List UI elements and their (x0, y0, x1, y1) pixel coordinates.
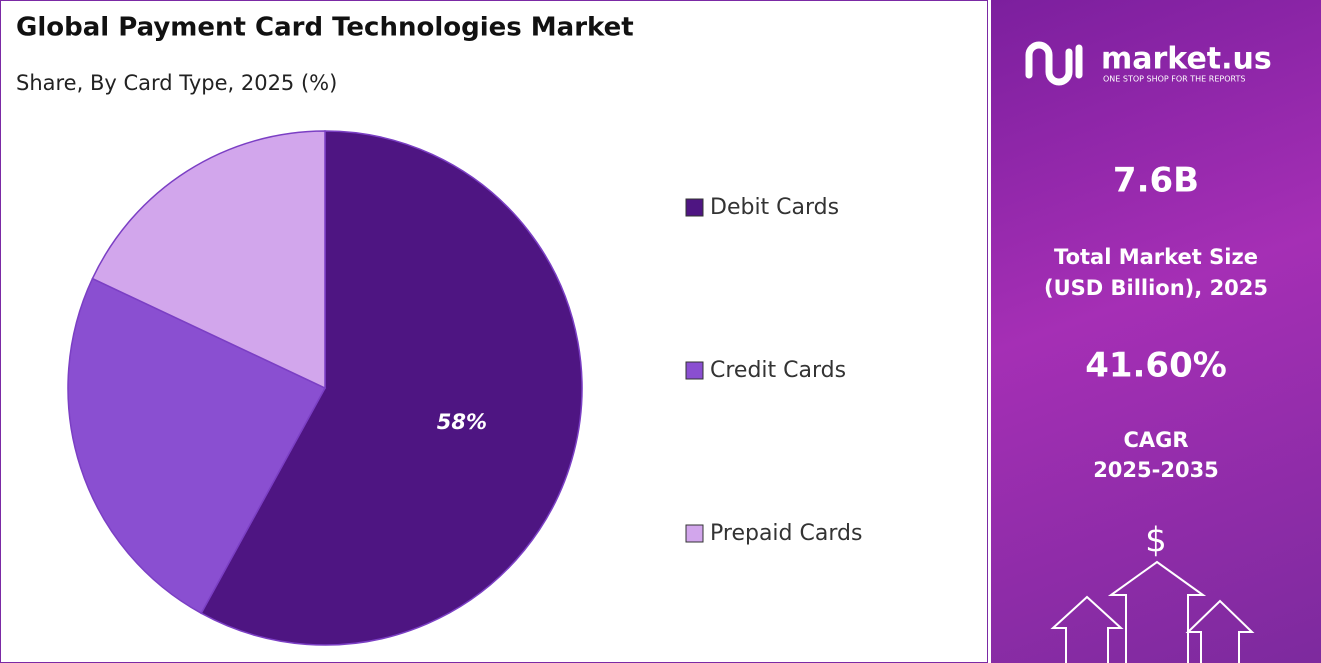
dollar-icon: $ (1145, 521, 1167, 561)
legend-swatch (685, 524, 704, 543)
pie-slice (91, 130, 326, 390)
chart: Global Payment Card Technologies Market … (16, 13, 862, 646)
legend-label: Debit Cards (710, 195, 839, 220)
brand: market.us (1101, 42, 1272, 77)
pie-slice (67, 277, 327, 615)
arrows (1050, 560, 1255, 663)
panel-graphic: market.us ONE STOP SHOP FOR THE REPORTS … (1025, 41, 1272, 663)
logo-mark (1025, 41, 1083, 86)
market-size: 7.6B (1113, 161, 1199, 201)
cagr: 41.60% (1085, 346, 1227, 386)
market-size-label: (USD Billion), 2025 (1044, 276, 1268, 300)
legend-swatch (685, 198, 704, 217)
legend-label: Credit Cards (710, 358, 846, 383)
chart-subtitle: Share, By Card Type, 2025 (%) (16, 71, 337, 95)
tagline: ONE STOP SHOP FOR THE REPORTS (1103, 75, 1245, 84)
data-label: 58% (437, 410, 487, 434)
market-size-label: Total Market Size (1054, 245, 1258, 269)
info-panel: market.us ONE STOP SHOP FOR THE REPORTS … (991, 0, 1321, 663)
cagr-label: 2025-2035 (1093, 458, 1219, 482)
cagr-label: CAGR (1123, 428, 1188, 452)
pie: 58% (67, 130, 583, 646)
legend-label: Prepaid Cards (710, 521, 862, 546)
legend-swatch (685, 361, 704, 380)
chart-title: Global Payment Card Technologies Market (16, 13, 634, 43)
pie-slice (200, 130, 583, 646)
